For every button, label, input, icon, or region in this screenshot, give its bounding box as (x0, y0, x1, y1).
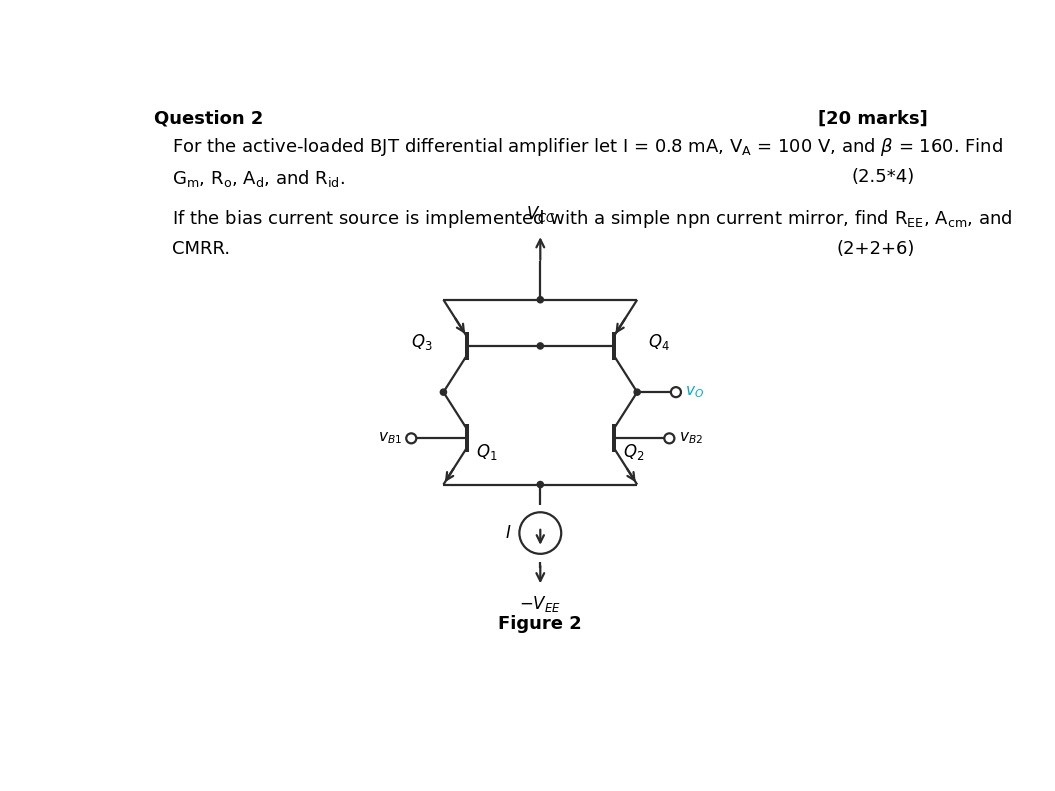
Circle shape (634, 389, 640, 396)
Text: For the active-loaded BJT differential amplifier let I = 0.8 mA, V$_\mathregular: For the active-loaded BJT differential a… (172, 136, 1003, 157)
Text: If the bias current source is implemented with a simple npn current mirror, find: If the bias current source is implemente… (172, 208, 1013, 230)
Text: [20 marks]: [20 marks] (818, 109, 927, 127)
Circle shape (440, 389, 446, 396)
Text: $v_{B1}$: $v_{B1}$ (378, 430, 402, 446)
Text: $Q_1$: $Q_1$ (476, 442, 498, 462)
Text: G$_\mathregular{m}$, R$_\mathregular{o}$, A$_\mathregular{d}$, and R$_\mathregul: G$_\mathregular{m}$, R$_\mathregular{o}$… (172, 168, 345, 189)
Text: $Q_4$: $Q_4$ (648, 332, 670, 352)
Text: $v_{B2}$: $v_{B2}$ (678, 430, 703, 446)
Circle shape (537, 343, 543, 349)
Text: Figure 2: Figure 2 (498, 615, 582, 634)
Text: CMRR.: CMRR. (172, 240, 230, 259)
Text: $-V_{EE}$: $-V_{EE}$ (519, 594, 561, 614)
Text: $v_O$: $v_O$ (686, 384, 704, 400)
Text: $Q_3$: $Q_3$ (411, 332, 433, 352)
Text: (2.5*4): (2.5*4) (851, 168, 915, 186)
Text: $I$: $I$ (505, 524, 512, 542)
Circle shape (537, 482, 543, 487)
Circle shape (537, 297, 543, 303)
Text: Question 2: Question 2 (154, 109, 263, 127)
Text: (2+2+6): (2+2+6) (837, 240, 915, 259)
Text: $V_{CC}$: $V_{CC}$ (525, 204, 555, 225)
Text: $Q_2$: $Q_2$ (624, 442, 645, 462)
